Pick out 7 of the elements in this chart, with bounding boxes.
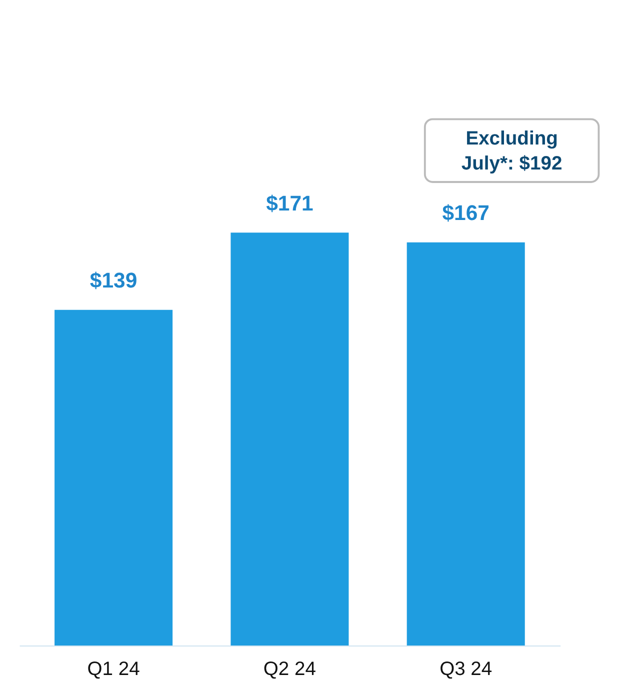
data-label: $167 bbox=[442, 201, 490, 226]
data-label: $171 bbox=[266, 191, 314, 216]
text: Excluding July*: $192 bbox=[461, 128, 562, 174]
x-tick-label: Q2 24 bbox=[263, 658, 316, 680]
data-label: $139 bbox=[90, 268, 138, 293]
x-tick-label: Q1 24 bbox=[87, 658, 140, 680]
x-tick-label: Q3 24 bbox=[440, 658, 492, 680]
